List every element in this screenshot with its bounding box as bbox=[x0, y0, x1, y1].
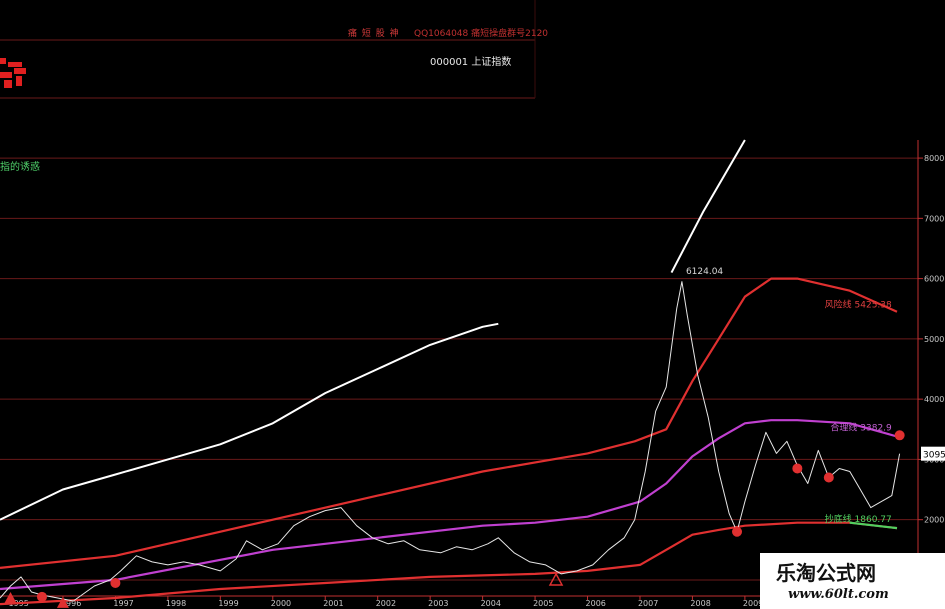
signal-marker bbox=[894, 430, 905, 441]
signal-marker bbox=[732, 526, 743, 537]
y-tick-label: 2000 bbox=[924, 516, 944, 525]
x-tick-label: 2006 bbox=[586, 599, 606, 608]
x-tick-label: 2002 bbox=[376, 599, 396, 608]
signal-marker bbox=[548, 572, 564, 586]
header-code-line: QQ1064048 痛短操盘群号2120 bbox=[414, 29, 549, 39]
x-tick-label: 1997 bbox=[113, 599, 133, 608]
last-value-label: 3095 bbox=[923, 451, 945, 461]
symbol-label: 000001 上证指数 bbox=[430, 57, 512, 68]
series-line-bargain-tail bbox=[849, 521, 898, 530]
signal-marker bbox=[36, 591, 47, 602]
signal-marker bbox=[4, 592, 17, 604]
x-tick-label: 2005 bbox=[533, 599, 553, 608]
indicator-name: 指的诱惑 bbox=[0, 162, 40, 173]
series-line-bargain bbox=[0, 521, 898, 606]
signal-marker bbox=[110, 577, 121, 588]
series-line-risk bbox=[0, 277, 898, 569]
watermark-url: www.60lt.com bbox=[788, 587, 889, 602]
x-tick-label: 2007 bbox=[638, 599, 658, 608]
signal-marker bbox=[823, 472, 834, 483]
y-tick-label: 5000 bbox=[924, 335, 944, 344]
y-tick-label: 8000 bbox=[924, 154, 944, 163]
x-tick-label: 2008 bbox=[690, 599, 710, 608]
header-title: 痛 短 股 神 bbox=[348, 29, 400, 39]
series-line-price bbox=[0, 281, 901, 602]
x-tick-label: 2004 bbox=[481, 599, 501, 608]
x-tick-label: 2001 bbox=[323, 599, 343, 608]
x-tick-label: 2009 bbox=[743, 599, 763, 608]
last-value-box bbox=[921, 446, 945, 461]
watermark-badge: 乐淘公式网 www.60lt.com bbox=[760, 553, 945, 609]
signal-marker bbox=[56, 596, 69, 608]
series-line-trend bbox=[0, 322, 499, 521]
series-annotation: 合理线 3382.9 bbox=[830, 421, 892, 433]
logo-icon bbox=[0, 58, 28, 92]
x-tick-label: 1996 bbox=[61, 599, 81, 608]
signal-marker bbox=[792, 463, 803, 474]
y-tick-label: 7000 bbox=[924, 214, 944, 223]
y-tick-label: 6000 bbox=[924, 275, 944, 284]
series-line-trend bbox=[670, 139, 746, 274]
x-tick-label: 2003 bbox=[428, 599, 448, 608]
x-tick-label: 1999 bbox=[218, 599, 238, 608]
x-tick-label: 2000 bbox=[271, 599, 291, 608]
series-line-fair bbox=[0, 419, 898, 591]
series-annotation: 6124.04 bbox=[686, 267, 723, 277]
x-tick-label: 1998 bbox=[166, 599, 186, 608]
series-annotation: 风险线 5425.38 bbox=[825, 298, 892, 310]
watermark-title: 乐淘公式网 bbox=[776, 561, 876, 585]
series-annotation: 抄底线 1860.77 bbox=[825, 513, 892, 525]
y-tick-label: 4000 bbox=[924, 395, 944, 404]
